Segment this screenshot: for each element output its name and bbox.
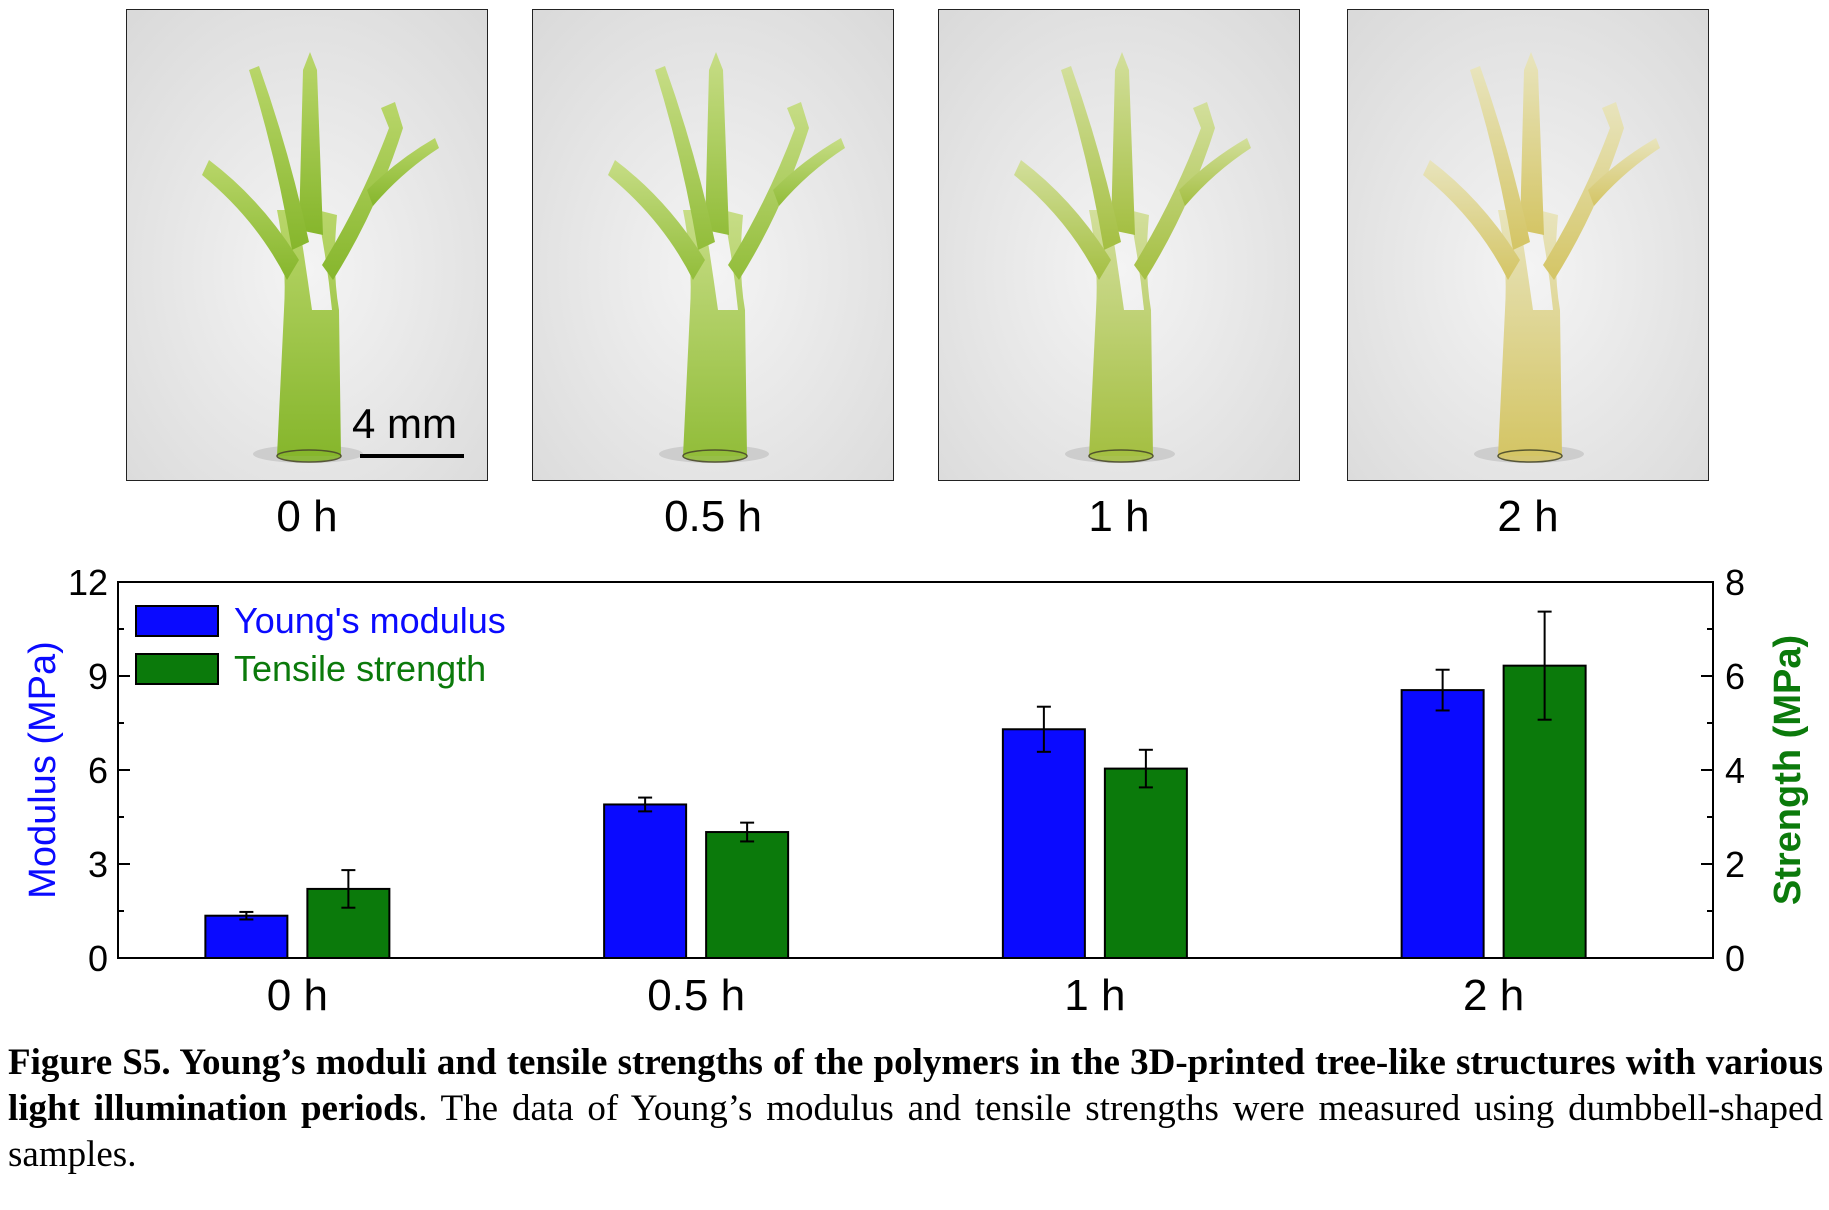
tree-branch-right-fork xyxy=(773,138,845,206)
photo-label-0h: 0 h xyxy=(276,492,338,541)
tree-branch-center xyxy=(1111,52,1135,235)
bar-modulus-1 xyxy=(603,803,688,959)
y2-tick-label: 2 xyxy=(1725,844,1745,885)
tree-branch-left-lower xyxy=(202,160,299,280)
bar-modulus-0 xyxy=(204,914,289,960)
tree-trunk xyxy=(683,210,747,456)
caption-normal: . The data of Young’s modulus and tensil… xyxy=(8,1088,1823,1175)
tree-trunk xyxy=(1498,210,1562,456)
photo-label-0.5h: 0.5 h xyxy=(664,492,762,541)
x-tick-label: 1 h xyxy=(1064,971,1125,1020)
tree-structure-image-0.5h xyxy=(533,10,893,480)
scale-bar-label: 4 mm xyxy=(352,400,457,447)
tree-structure-image-0h xyxy=(127,10,487,480)
tree-base xyxy=(276,449,342,463)
y2-tick-label: 8 xyxy=(1725,562,1745,603)
bar-strength-1 xyxy=(705,831,790,960)
figure-caption: Figure S5. Young’s moduli and tensile st… xyxy=(8,1040,1823,1178)
y-axis-title: Modulus (MPa) xyxy=(22,641,64,899)
tree-trunk xyxy=(277,210,341,456)
tree-branch-right-fork xyxy=(1588,138,1660,206)
photo-panel-1h xyxy=(938,9,1300,481)
legend-swatch xyxy=(135,605,219,637)
y2-tick-label: 4 xyxy=(1725,750,1745,791)
x-tick-label: 0 h xyxy=(267,971,328,1020)
tree-structure-image-2h xyxy=(1348,10,1708,480)
photo-panel-0h xyxy=(126,9,488,481)
legend-label: Tensile strength xyxy=(234,648,486,689)
photo-label-1h: 1 h xyxy=(1088,492,1150,541)
y-tick-label: 0 xyxy=(88,938,108,979)
tree-branch-left-lower xyxy=(1014,160,1111,280)
y-tick-label: 12 xyxy=(68,562,108,603)
tree-base xyxy=(1088,449,1154,463)
x-tick-label: 0.5 h xyxy=(647,971,745,1020)
photo-panel-0.5h xyxy=(532,9,894,481)
y-tick-label: 9 xyxy=(88,656,108,697)
legend-label: Young's modulus xyxy=(234,600,506,641)
photo-label-2h: 2 h xyxy=(1497,492,1559,541)
tree-branch-right xyxy=(728,102,809,280)
tree-base xyxy=(1497,449,1563,463)
tree-base xyxy=(682,449,748,463)
photo-panel-2h xyxy=(1347,9,1709,481)
bar-chart: 0 3 6 9 12 0 2 4 6 8 Modulus (MPa) Strength (MPa) 0 … xyxy=(22,562,1809,1020)
tree-branch-center xyxy=(1520,52,1544,235)
tree-branch-left-lower xyxy=(608,160,705,280)
tree-branch-right xyxy=(1543,102,1624,280)
bar-modulus-3 xyxy=(1400,689,1485,959)
y-tick-label: 6 xyxy=(88,750,108,791)
tree-branch-right-fork xyxy=(1179,138,1251,206)
tree-structure-image-1h xyxy=(939,10,1299,480)
tree-branch-left-upper xyxy=(1061,66,1121,250)
tree-trunk xyxy=(1089,210,1153,456)
y-tick-label: 3 xyxy=(88,844,108,885)
caption-bold: Figure S5. Young’s moduli and tensile st… xyxy=(8,1042,1823,1129)
y2-axis-title: Strength (MPa) xyxy=(1767,635,1809,905)
bar-strength-2 xyxy=(1103,767,1188,959)
tree-branch-center xyxy=(705,52,729,235)
scale-bar-line xyxy=(360,454,464,458)
y2-tick-label: 0 xyxy=(1725,938,1745,979)
tree-branch-left-upper xyxy=(1470,66,1530,250)
tree-branch-left-lower xyxy=(1423,160,1520,280)
legend-swatch xyxy=(135,653,219,685)
tree-branch-right xyxy=(1134,102,1215,280)
tree-branch-right xyxy=(322,102,403,280)
tree-branch-left-upper xyxy=(249,66,309,250)
x-tick-label: 2 h xyxy=(1463,971,1524,1020)
y2-tick-label: 6 xyxy=(1725,656,1745,697)
tree-branch-left-upper xyxy=(655,66,715,250)
bar-modulus-2 xyxy=(1001,728,1086,959)
tree-branch-right-fork xyxy=(367,138,439,206)
tree-branch-center xyxy=(299,52,323,235)
scale-bar: 4 mm xyxy=(352,400,464,460)
